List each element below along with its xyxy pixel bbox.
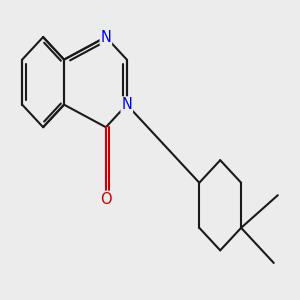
Text: N: N: [100, 30, 111, 45]
Text: O: O: [100, 191, 112, 206]
Text: N: N: [122, 97, 132, 112]
